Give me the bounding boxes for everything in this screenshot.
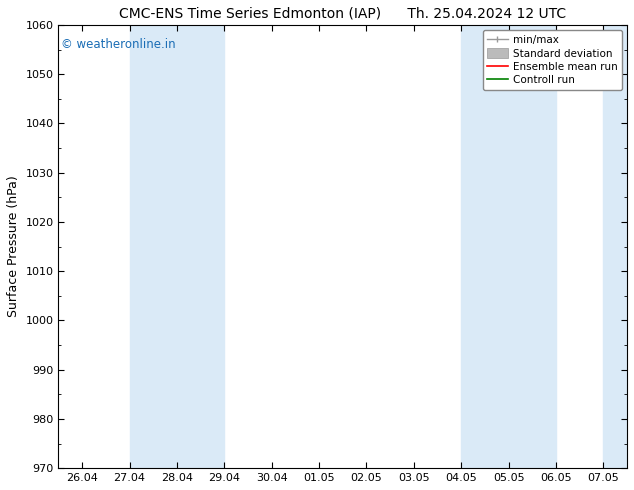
Bar [461,25,508,468]
Y-axis label: Surface Pressure (hPa): Surface Pressure (hPa) [7,176,20,318]
Bar [129,25,177,468]
Legend: min/max, Standard deviation, Ensemble mean run, Controll run: min/max, Standard deviation, Ensemble me… [482,30,622,90]
Title: CMC-ENS Time Series Edmonton (IAP)      Th. 25.04.2024 12 UTC: CMC-ENS Time Series Edmonton (IAP) Th. 2… [119,7,566,21]
Bar [604,25,627,468]
Text: © weatheronline.in: © weatheronline.in [61,38,176,51]
Bar [508,25,556,468]
Bar [177,25,224,468]
